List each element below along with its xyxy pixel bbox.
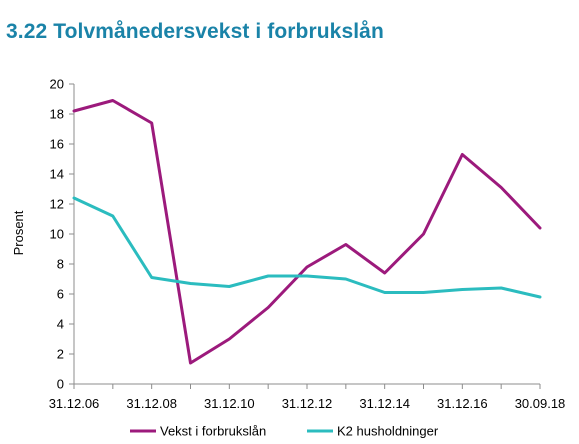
y-tick-label: 2 — [57, 347, 64, 362]
y-axis: 0 2 4 6 8 10 12 14 16 18 20 — [50, 77, 75, 392]
chart-title: 3.22 Tolvmånedersvekst i forbrukslån — [6, 20, 384, 43]
series-line-k2-husholdninger — [72, 196, 542, 299]
x-axis: 31.12.06 31.12.08 31.12.10 31.12.12 31.12.14… — [49, 383, 566, 411]
series-lines — [72, 99, 542, 365]
y-tick-label: 6 — [57, 287, 64, 302]
x-tick-label: 31.12.08 — [126, 396, 177, 411]
y-tick-label: 12 — [50, 197, 64, 212]
y-tick-label: 18 — [50, 107, 64, 122]
legend-label: Vekst i forbrukslån — [160, 424, 266, 439]
y-axis-label: Prosent — [11, 210, 26, 255]
legend-label: K2 husholdninger — [337, 424, 439, 439]
y-tick-label: 10 — [50, 227, 64, 242]
y-tick-label: 4 — [57, 317, 64, 332]
x-tick-label: 31.12.16 — [437, 396, 488, 411]
y-tick-label: 20 — [50, 77, 64, 92]
x-tick-label: 31.12.14 — [359, 396, 410, 411]
y-tick-label: 14 — [50, 167, 64, 182]
y-tick-label: 0 — [57, 377, 64, 392]
legend: Vekst i forbrukslån K2 husholdninger — [130, 424, 439, 439]
y-tick-label: 8 — [57, 257, 64, 272]
y-tick-label: 16 — [50, 137, 64, 152]
x-tick-label: 31.12.10 — [204, 396, 255, 411]
x-tick-label: 30.09.18 — [515, 396, 566, 411]
series-line-vekst-i-forbrukslan — [72, 99, 542, 365]
x-tick-label: 31.12.06 — [49, 396, 100, 411]
x-tick-label: 31.12.12 — [282, 396, 333, 411]
